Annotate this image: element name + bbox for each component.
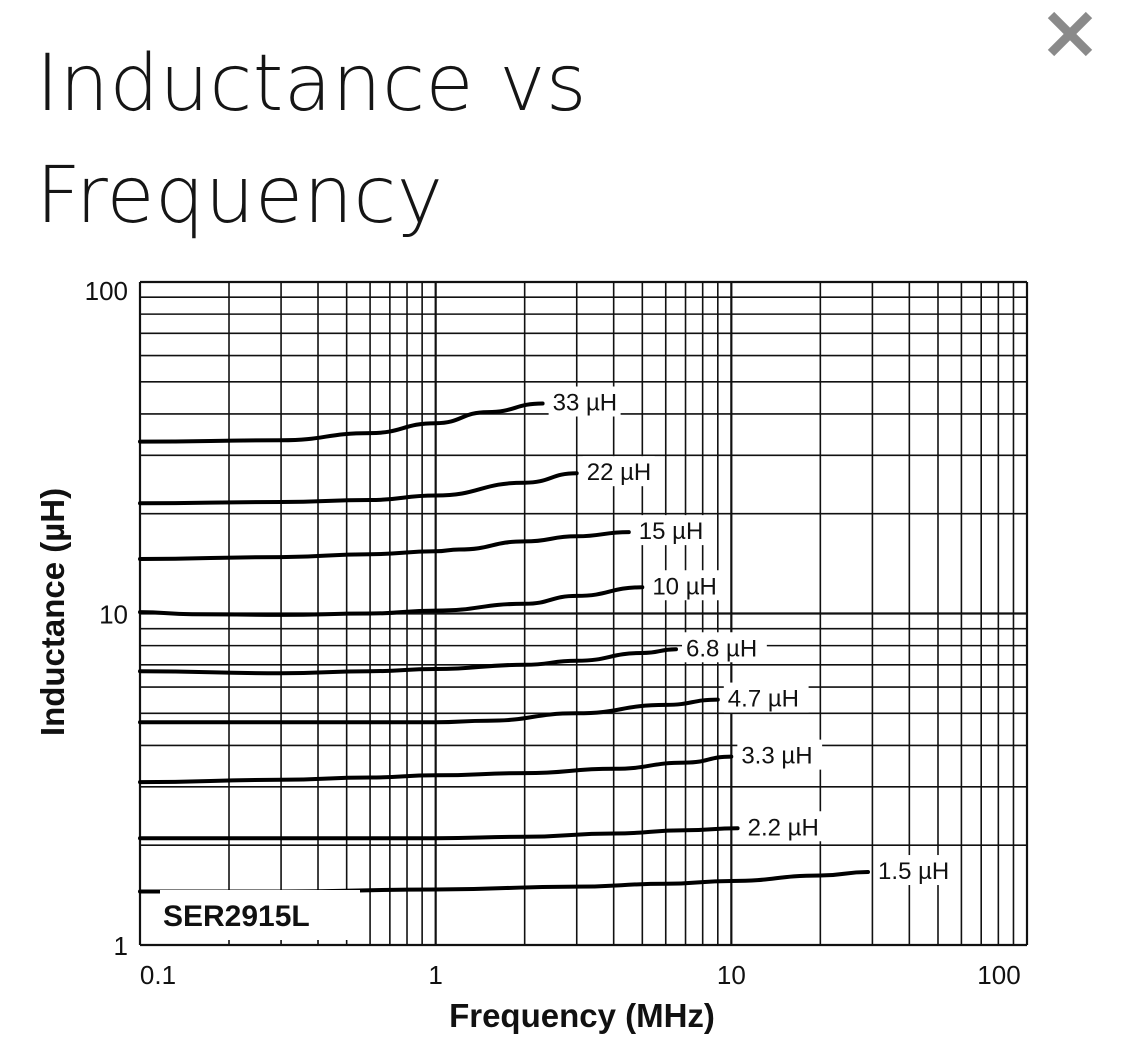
chart-grid-major	[138, 280, 1029, 947]
title-line-2: Frequency	[36, 151, 444, 241]
series-label: 3.3 µH	[741, 743, 812, 770]
series-line	[138, 585, 645, 617]
series-label-bg	[582, 456, 655, 487]
chart-tick-labels: 0.1 1 10 100 1 10 100	[85, 276, 1021, 990]
series-label: 1.5 µH	[878, 858, 949, 885]
series-label-bg	[874, 855, 959, 886]
series-label: 2.2 µH	[748, 814, 819, 841]
series-line	[138, 530, 631, 561]
series-label-bg	[682, 632, 767, 663]
page-title: Inductance vs Frequency	[36, 28, 936, 252]
close-x-icon	[1047, 11, 1093, 57]
y-axis-title: Inductance (µH)	[34, 488, 71, 736]
series-label: 15 µH	[639, 518, 704, 545]
series-line	[138, 647, 678, 676]
series-line	[138, 697, 720, 725]
x-tick-label: 100	[977, 960, 1020, 990]
x-tick-label: 0.1	[140, 960, 176, 990]
model-label-box	[160, 890, 360, 940]
x-tick-label: 1	[428, 960, 442, 990]
series-label: 33 µH	[553, 390, 618, 417]
model-label: SER2915L	[163, 900, 310, 933]
series-line	[138, 826, 740, 841]
series-label-bg	[648, 570, 721, 601]
series-label-bg	[743, 811, 829, 842]
series-line	[138, 471, 579, 506]
series-label: 6.8 µH	[686, 635, 757, 662]
series-line	[138, 754, 734, 785]
x-tick-label: 10	[717, 960, 746, 990]
series-line	[138, 401, 545, 444]
series-label: 22 µH	[587, 459, 652, 486]
title-line-1: Inductance vs	[36, 39, 588, 129]
y-tick-label: 10	[99, 600, 128, 630]
y-tick-label: 1	[114, 931, 128, 961]
series-label-bg	[737, 739, 823, 770]
chart-series-labels: 33 µH 22 µH 15 µH 10 µH 6.8 µH 4.7 µH 3.3 µH 2.…	[548, 386, 959, 886]
close-button[interactable]	[1040, 6, 1100, 62]
series-label: 10 µH	[652, 573, 717, 600]
series-label-bg	[723, 682, 809, 713]
x-axis-title: Frequency (MHz)	[449, 997, 715, 1034]
series-label: 4.7 µH	[728, 686, 799, 713]
series-label-bg	[634, 515, 707, 546]
series-label-bg	[548, 386, 621, 417]
y-tick-label: 100	[85, 276, 128, 306]
series-line	[138, 870, 870, 894]
